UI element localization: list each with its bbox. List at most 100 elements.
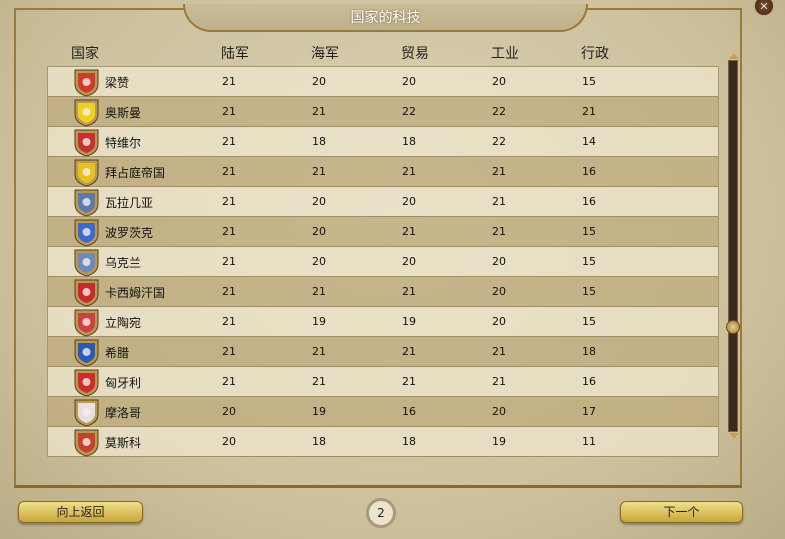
- army-value: 21: [222, 165, 236, 178]
- navy-value: 19: [312, 315, 326, 328]
- industry-value: 22: [492, 135, 506, 148]
- table-row[interactable]: 希腊 21 21 21 21 18: [48, 337, 718, 367]
- army-value: 20: [222, 405, 236, 418]
- col-header-navy[interactable]: 海军: [311, 46, 339, 62]
- trade-value: 20: [402, 255, 416, 268]
- country-name: 奥斯曼: [105, 106, 142, 120]
- navy-value: 20: [312, 75, 326, 88]
- industry-value: 21: [492, 345, 506, 358]
- shield-dragon-red-icon: [74, 279, 99, 307]
- table-row[interactable]: 莫斯科 20 18 18 19 11: [48, 427, 718, 457]
- army-value: 21: [222, 135, 236, 148]
- industry-value: 20: [492, 285, 506, 298]
- shield-rider-red-icon: [74, 129, 99, 157]
- navy-value: 20: [312, 195, 326, 208]
- navy-value: 18: [312, 435, 326, 448]
- col-header-industry[interactable]: 工业: [491, 46, 519, 62]
- industry-value: 21: [492, 165, 506, 178]
- trade-value: 18: [402, 435, 416, 448]
- table-row[interactable]: 拜占庭帝国 21 21 21 21 16: [48, 157, 718, 187]
- scroll-up-icon[interactable]: [729, 53, 739, 59]
- shield-hungary-icon: [74, 369, 99, 397]
- col-header-country[interactable]: 国家: [71, 46, 99, 62]
- navy-value: 21: [312, 285, 326, 298]
- industry-value: 20: [492, 255, 506, 268]
- shield-cross-blue-icon: [74, 219, 99, 247]
- army-value: 21: [222, 345, 236, 358]
- navy-value: 21: [312, 105, 326, 118]
- back-button[interactable]: 向上返回: [18, 501, 143, 523]
- admin-value: 21: [582, 105, 596, 118]
- navy-value: 21: [312, 165, 326, 178]
- table-row[interactable]: 摩洛哥 20 19 16 20 17: [48, 397, 718, 427]
- industry-value: 22: [492, 105, 506, 118]
- industry-value: 21: [492, 375, 506, 388]
- scroll-down-icon[interactable]: [729, 433, 739, 439]
- country-name: 瓦拉几亚: [105, 196, 154, 210]
- shield-white-horse-red-icon: [74, 69, 99, 97]
- table-row[interactable]: 乌克兰 21 20 20 20 15: [48, 247, 718, 277]
- shield-crescent-icon: [74, 99, 99, 127]
- army-value: 21: [222, 195, 236, 208]
- trade-value: 21: [402, 375, 416, 388]
- army-value: 21: [222, 75, 236, 88]
- army-value: 21: [222, 225, 236, 238]
- shield-checkered-icon: [74, 159, 99, 187]
- admin-value: 11: [582, 435, 596, 448]
- admin-value: 16: [582, 165, 596, 178]
- trade-value: 19: [402, 315, 416, 328]
- country-name: 特维尔: [105, 136, 142, 150]
- army-value: 21: [222, 105, 236, 118]
- shield-eagle-blue-icon: [74, 189, 99, 217]
- country-name: 拜占庭帝国: [105, 166, 166, 180]
- country-name: 匈牙利: [105, 376, 142, 390]
- army-value: 20: [222, 435, 236, 448]
- scrollbar[interactable]: [728, 60, 738, 432]
- country-name: 波罗茨克: [105, 226, 154, 240]
- table-row[interactable]: 奥斯曼 21 21 22 22 21: [48, 97, 718, 127]
- scrollbar-thumb[interactable]: [726, 320, 740, 334]
- col-header-trade[interactable]: 贸易: [401, 46, 429, 62]
- table-row[interactable]: 立陶宛 21 19 19 20 15: [48, 307, 718, 337]
- country-name: 卡西姆汗国: [105, 286, 166, 300]
- table-row[interactable]: 特维尔 21 18 18 22 14: [48, 127, 718, 157]
- trade-value: 20: [402, 75, 416, 88]
- table-row[interactable]: 波罗茨克 21 20 21 21 15: [48, 217, 718, 247]
- navy-value: 19: [312, 405, 326, 418]
- trade-value: 18: [402, 135, 416, 148]
- col-header-army[interactable]: 陆军: [221, 46, 249, 62]
- shield-morocco-icon: [74, 399, 99, 427]
- col-header-admin[interactable]: 行政: [581, 46, 609, 62]
- next-button[interactable]: 下一个: [620, 501, 743, 523]
- window-title: 国家的科技: [183, 4, 588, 32]
- navy-value: 18: [312, 135, 326, 148]
- table-row[interactable]: 瓦拉几亚 21 20 20 21 16: [48, 187, 718, 217]
- army-value: 21: [222, 315, 236, 328]
- table-row[interactable]: 梁赞 21 20 20 20 15: [48, 67, 718, 97]
- shield-st-george-icon: [74, 429, 99, 457]
- admin-value: 16: [582, 375, 596, 388]
- admin-value: 15: [582, 225, 596, 238]
- admin-value: 15: [582, 75, 596, 88]
- table-row[interactable]: 卡西姆汗国 21 21 21 20 15: [48, 277, 718, 307]
- navy-value: 20: [312, 255, 326, 268]
- country-name: 摩洛哥: [105, 406, 142, 420]
- trade-value: 21: [402, 345, 416, 358]
- country-name: 乌克兰: [105, 256, 142, 270]
- country-name: 莫斯科: [105, 436, 142, 450]
- shield-greek-cross-icon: [74, 339, 99, 367]
- trade-value: 21: [402, 225, 416, 238]
- industry-value: 19: [492, 435, 506, 448]
- industry-value: 21: [492, 225, 506, 238]
- industry-value: 20: [492, 405, 506, 418]
- army-value: 21: [222, 255, 236, 268]
- admin-value: 15: [582, 315, 596, 328]
- close-icon[interactable]: ✕: [754, 0, 774, 16]
- trade-value: 21: [402, 165, 416, 178]
- navy-value: 21: [312, 345, 326, 358]
- shield-knight-icon: [74, 309, 99, 337]
- tech-table: 梁赞 21 20 20 20 15 奥斯曼 21 21 22 22 21 特维尔 21 18 18 22 14 拜占…: [47, 66, 719, 457]
- admin-value: 14: [582, 135, 596, 148]
- army-value: 21: [222, 285, 236, 298]
- table-row[interactable]: 匈牙利 21 21 21 21 16: [48, 367, 718, 397]
